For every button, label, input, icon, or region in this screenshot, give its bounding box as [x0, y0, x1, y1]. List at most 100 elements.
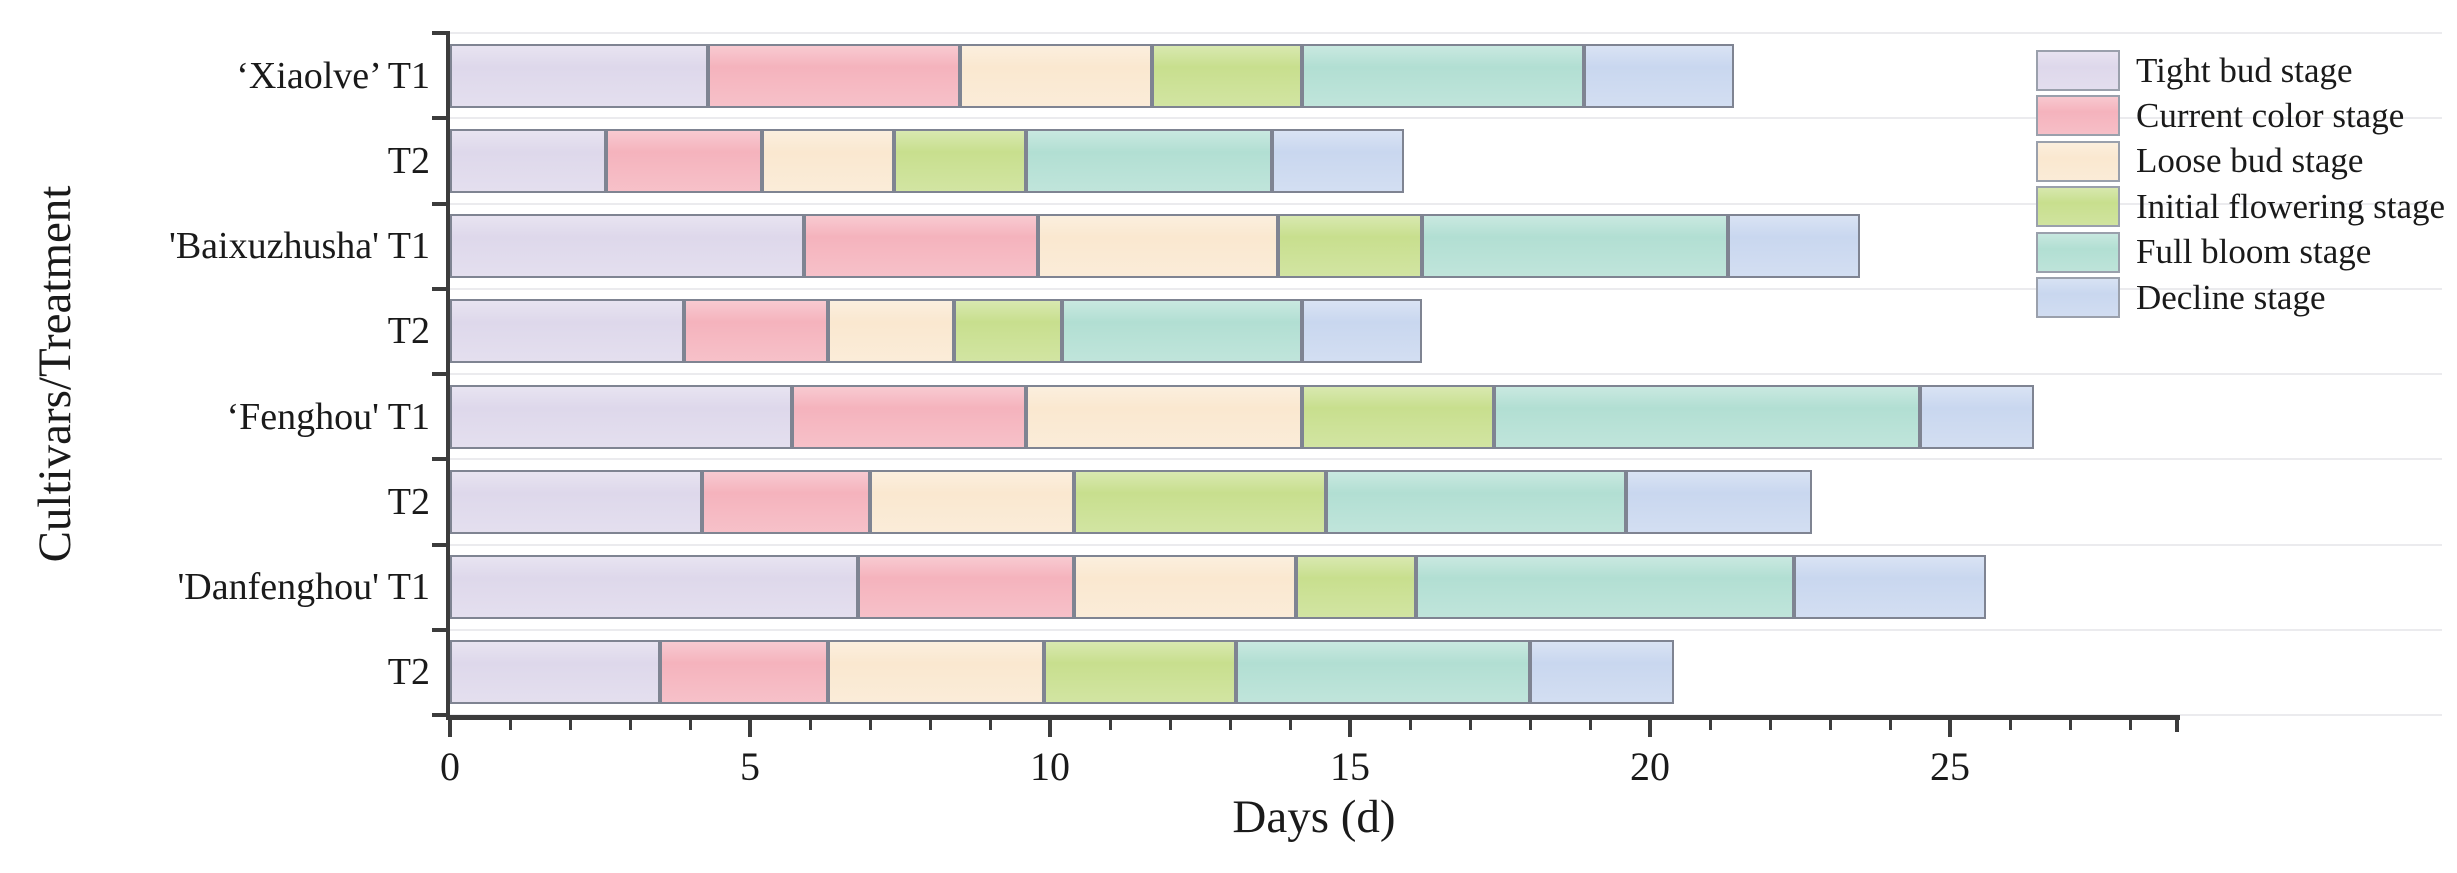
- legend-label: Initial flowering stage: [2136, 186, 2446, 226]
- bar-segment: [1074, 469, 1326, 534]
- bar-segment: [1302, 43, 1584, 108]
- y-tick-mark: [432, 116, 448, 121]
- x-minor-tick-mark: [1708, 720, 1712, 730]
- bar-segment: [1920, 384, 2034, 449]
- bar-segment: [960, 43, 1152, 108]
- x-minor-tick-mark: [928, 720, 932, 730]
- legend-item: Full bloom stage: [2036, 231, 2436, 273]
- y-tick-mark: [432, 713, 448, 717]
- x-minor-tick-mark: [1228, 720, 1232, 730]
- bar-segment: [870, 469, 1074, 534]
- y-axis-title: Cultivars/Treatment: [29, 185, 81, 563]
- legend-swatch: [2036, 231, 2120, 273]
- bar-segment: [804, 214, 1038, 279]
- x-major-tick-mark: [448, 720, 452, 737]
- x-minor-tick-mark: [508, 720, 512, 730]
- bar-segment: [1026, 384, 1302, 449]
- x-tick-label: 5: [740, 744, 760, 789]
- bar-segment: [660, 640, 828, 705]
- x-minor-tick-mark: [1828, 720, 1832, 730]
- x-major-tick-mark: [748, 720, 752, 737]
- bar-segment: [450, 299, 684, 364]
- y-tick-mark: [432, 372, 448, 376]
- y-axis-spine: [446, 31, 450, 719]
- x-major-tick-mark: [1648, 720, 1652, 737]
- bar-segment: [708, 43, 960, 108]
- bar-segment: [1074, 555, 1296, 620]
- x-minor-tick-mark: [1588, 720, 1592, 730]
- bar-segment: [1044, 640, 1236, 705]
- bar-segment: [1272, 128, 1404, 193]
- bar-segment: [684, 299, 828, 364]
- bar-segment: [792, 384, 1026, 449]
- x-minor-tick-mark: [1408, 720, 1412, 730]
- x-minor-tick-mark: [2128, 720, 2132, 730]
- x-minor-tick-mark: [1768, 720, 1772, 730]
- bar-segment: [1494, 384, 1920, 449]
- y-tick-mark: [432, 457, 448, 462]
- legend-label: Decline stage: [2136, 277, 2326, 317]
- x-minor-tick-mark: [568, 720, 572, 730]
- legend-item: Initial flowering stage: [2036, 186, 2445, 228]
- x-minor-tick-mark: [1288, 720, 1292, 730]
- gridline: [450, 287, 2442, 290]
- legend-swatch: [2036, 277, 2120, 318]
- y-tick-label: T2: [387, 310, 430, 353]
- bar-segment: [450, 128, 606, 193]
- x-axis-spine: [446, 715, 2180, 720]
- x-tick-label: 10: [1030, 744, 1070, 789]
- y-tick-label: T2: [387, 139, 430, 182]
- x-minor-tick-mark: [988, 720, 992, 730]
- y-tick-label: ‘Xiaolve’ T1: [236, 54, 430, 97]
- bar-segment: [1278, 214, 1422, 279]
- gridline: [450, 628, 2442, 631]
- x-minor-tick-mark: [2068, 720, 2072, 730]
- bar-segment: [606, 128, 762, 193]
- gridline: [450, 373, 2442, 375]
- bar-segment: [1416, 555, 1794, 620]
- bar-segment: [1152, 43, 1302, 108]
- bar-segment: [450, 43, 708, 108]
- bar-segment: [1302, 384, 1494, 449]
- bar-segment: [858, 555, 1074, 620]
- y-tick-label: 'Baixuzhusha' T1: [168, 225, 430, 268]
- y-tick-mark: [432, 627, 448, 632]
- x-tick-label: 25: [1930, 744, 1970, 789]
- gridline: [450, 458, 2442, 461]
- x-minor-tick-mark: [1528, 720, 1532, 730]
- bar-segment: [1422, 214, 1728, 279]
- gridline: [450, 543, 2442, 546]
- bar-segment: [1236, 640, 1530, 705]
- bar-segment: [954, 299, 1062, 364]
- bar-segment: [450, 214, 804, 279]
- bar-segment: [450, 555, 858, 620]
- x-minor-tick-mark: [808, 720, 812, 730]
- x-major-tick-mark: [1048, 720, 1052, 737]
- bar-segment: [828, 640, 1044, 705]
- y-tick-mark: [432, 201, 448, 206]
- legend-swatch: [2036, 186, 2120, 228]
- bar-segment: [1326, 469, 1626, 534]
- x-minor-tick-mark: [628, 720, 632, 730]
- y-tick-label: ‘Fenghou' T1: [226, 395, 430, 438]
- bar-segment: [1584, 43, 1734, 108]
- x-tick-label: 20: [1630, 744, 1670, 789]
- bar-segment: [1038, 214, 1278, 279]
- legend-swatch: [2036, 95, 2120, 137]
- x-minor-tick-mark: [1168, 720, 1172, 730]
- bar-segment: [1626, 469, 1812, 534]
- legend-swatch: [2036, 50, 2120, 91]
- x-major-tick-mark: [1348, 720, 1352, 737]
- bar-segment: [894, 128, 1026, 193]
- legend-item: Current color stage: [2036, 95, 2436, 137]
- legend-item: Loose bud stage: [2036, 140, 2436, 182]
- x-tick-label: 15: [1330, 744, 1370, 789]
- bar-segment: [762, 128, 894, 193]
- legend-swatch: [2036, 140, 2120, 182]
- bar-segment: [1026, 128, 1272, 193]
- bar-segment: [450, 640, 660, 705]
- y-tick-label: 'Danfenghou' T1: [177, 566, 430, 609]
- bar-segment: [1296, 555, 1416, 620]
- x-tick-label: 0: [440, 744, 460, 789]
